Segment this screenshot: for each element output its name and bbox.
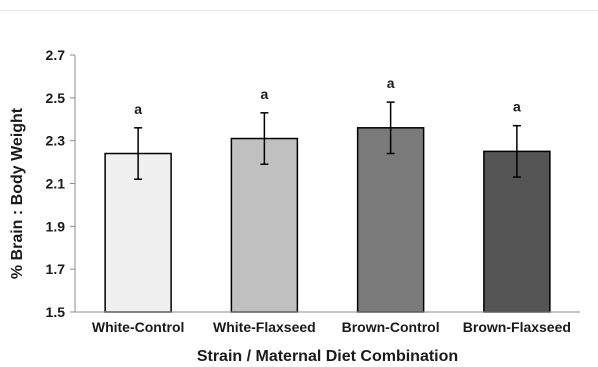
top-divider [0, 0, 598, 11]
x-axis: White-Control White-Flaxseed Brown-Control… [75, 311, 580, 335]
bars-group: a a a a [104, 75, 551, 313]
y-tick-label: 1.9 [46, 218, 66, 234]
significance-label: a [387, 75, 395, 91]
x-tick-label: Brown-Flaxseed [463, 319, 571, 335]
y-tick-label: 2.3 [46, 133, 66, 149]
y-axis-title: % Brain : Body Weight [9, 107, 26, 279]
y-tick-label: 1.7 [46, 261, 66, 277]
significance-label: a [260, 86, 268, 102]
x-axis-title: Strain / Maternal Diet Combination [197, 348, 458, 365]
y-tick-label: 2.7 [46, 47, 66, 63]
significance-label: a [513, 99, 521, 115]
bar [230, 137, 299, 313]
x-tick-label: Brown-Control [342, 319, 440, 335]
x-tick-label: White-Flaxseed [213, 319, 316, 335]
y-tick-label: 2.5 [46, 90, 66, 106]
y-axis: 1.5 1.7 1.9 2.1 2.3 2.5 2.7 [46, 47, 76, 320]
x-tick-label: White-Control [92, 319, 185, 335]
y-tick-label: 2.1 [46, 176, 66, 192]
significance-label: a [134, 101, 142, 117]
y-tick-label: 1.5 [46, 304, 66, 320]
bar [356, 127, 425, 313]
